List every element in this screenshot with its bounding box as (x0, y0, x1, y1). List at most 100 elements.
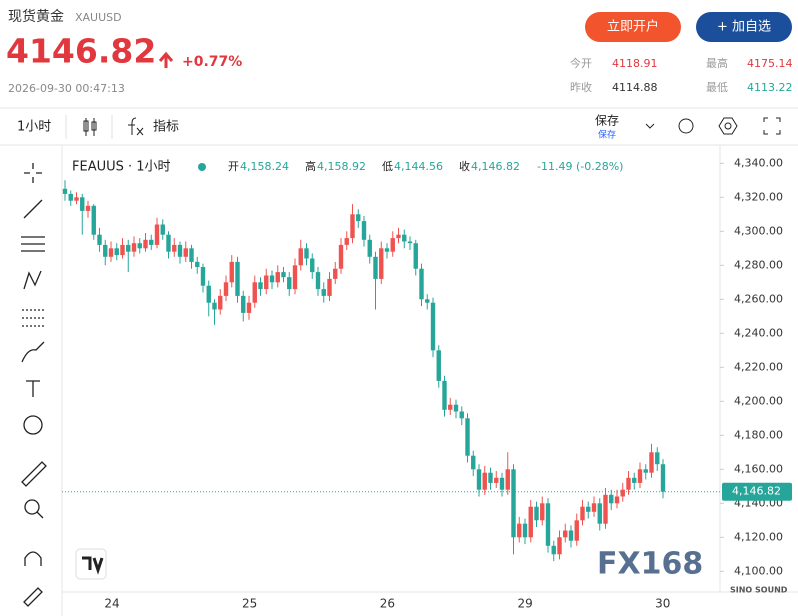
stat-value: 4175.14 (747, 57, 793, 70)
candle-body (103, 244, 108, 257)
y-tick-label: 4,300.00 (734, 224, 783, 237)
interval-button[interactable]: 1小时 (17, 120, 51, 135)
candle-body (637, 469, 643, 483)
legend-value: 4,144.56 (394, 160, 443, 173)
projection-tool[interactable] (22, 309, 44, 327)
last-price-tag (722, 482, 792, 501)
candle-body (361, 221, 367, 240)
legend-label: 开 (228, 160, 239, 173)
legend-label: 收 (459, 159, 470, 173)
legend-value: 4,158.24 (240, 160, 289, 173)
y-tick-label: 4,180.00 (734, 428, 783, 441)
candle-body (517, 523, 522, 538)
emoji-tool[interactable] (23, 415, 43, 435)
stat-label: 最低 (706, 81, 728, 94)
candle-body (551, 545, 556, 555)
candle-body (540, 503, 545, 521)
candle-body (160, 224, 165, 235)
alert-icon[interactable] (678, 118, 694, 134)
candle-body (373, 256, 378, 279)
candle-body (407, 241, 413, 244)
y-tick-label: 4,200.00 (734, 394, 783, 407)
candle-body (356, 214, 361, 222)
stat-value: 4118.91 (612, 57, 658, 70)
y-tick-label: 4,160.00 (734, 462, 783, 475)
candle-body (246, 302, 252, 313)
candle-type-icon[interactable] (83, 118, 97, 136)
candle-body (528, 506, 533, 538)
candle-body (436, 350, 441, 381)
stat-value: 4113.22 (747, 81, 793, 94)
fib-tool[interactable] (21, 236, 45, 252)
candle-body (390, 238, 395, 252)
dropdown-icon[interactable] (645, 123, 655, 129)
candle-body (80, 197, 85, 211)
candle-body (172, 244, 177, 252)
up-arrow-icon (158, 51, 174, 68)
candle-body (591, 503, 597, 512)
candle-body (333, 268, 338, 279)
candle-body (563, 530, 568, 538)
watchlist-label[interactable]: + 加自选 (717, 20, 771, 35)
settings-icon[interactable] (718, 117, 738, 135)
candle-body (603, 494, 608, 524)
candle-body (396, 234, 401, 239)
watchlist-button[interactable] (696, 12, 792, 42)
candle-body (413, 243, 418, 269)
candle-body (620, 489, 625, 497)
candle-body (252, 282, 257, 303)
indicator-icon[interactable] (128, 117, 144, 136)
fullscreen-icon[interactable] (763, 117, 781, 135)
candle-body (574, 520, 579, 541)
lock-tool[interactable] (23, 587, 43, 607)
candle-body (660, 464, 666, 492)
candle-body (120, 244, 125, 256)
line-tool[interactable] (23, 199, 43, 219)
crosshair-tool[interactable] (24, 163, 42, 183)
candle-body (534, 506, 539, 521)
candle-body (643, 469, 648, 473)
pattern-tool[interactable] (23, 270, 42, 290)
candle-body (448, 404, 453, 410)
candle-body (97, 234, 102, 245)
candle-body (609, 494, 614, 504)
candle-body (425, 299, 430, 303)
candle-body (258, 282, 263, 290)
candle-body (442, 380, 447, 410)
zoom-tool[interactable] (24, 499, 40, 515)
legend-value: 4,146.82 (471, 160, 520, 173)
candle-body (649, 452, 654, 473)
settings-icon-core (724, 122, 732, 130)
brush-tool[interactable] (21, 341, 45, 363)
save-button[interactable]: 保存 (595, 114, 619, 128)
candle-body (166, 234, 171, 252)
magnet-tool[interactable] (24, 551, 42, 566)
y-tick-label: 4,120.00 (734, 530, 783, 543)
candle-body (655, 452, 660, 465)
timestamp: 2026-09-30 00:47:13 (8, 82, 125, 95)
candle-body (177, 244, 183, 257)
candle-body (459, 411, 464, 419)
candle-body (505, 469, 510, 490)
y-tick-label: 4,100.00 (734, 564, 783, 577)
candle-body (149, 239, 154, 245)
candle-body (494, 477, 499, 483)
candle-body (310, 258, 315, 273)
x-tick-label: 29 (517, 597, 532, 611)
status-dot (198, 163, 206, 171)
candle-body (430, 302, 436, 351)
stat-value: 4114.88 (612, 81, 658, 94)
candle-body (344, 238, 349, 245)
asset-name: 现货黄金 (8, 8, 64, 25)
open-account-label[interactable]: 立即开户 (607, 19, 659, 35)
candle-body (545, 503, 551, 546)
open-account-button[interactable] (585, 12, 681, 42)
candle-body (379, 248, 384, 279)
ruler-tool[interactable] (21, 461, 47, 487)
indicators-button[interactable]: 指标 (153, 120, 179, 135)
candle-body (315, 272, 321, 290)
stat-label: 昨收 (570, 80, 592, 94)
text-tool[interactable] (26, 380, 40, 397)
y-tick-label: 4,220.00 (734, 360, 783, 373)
